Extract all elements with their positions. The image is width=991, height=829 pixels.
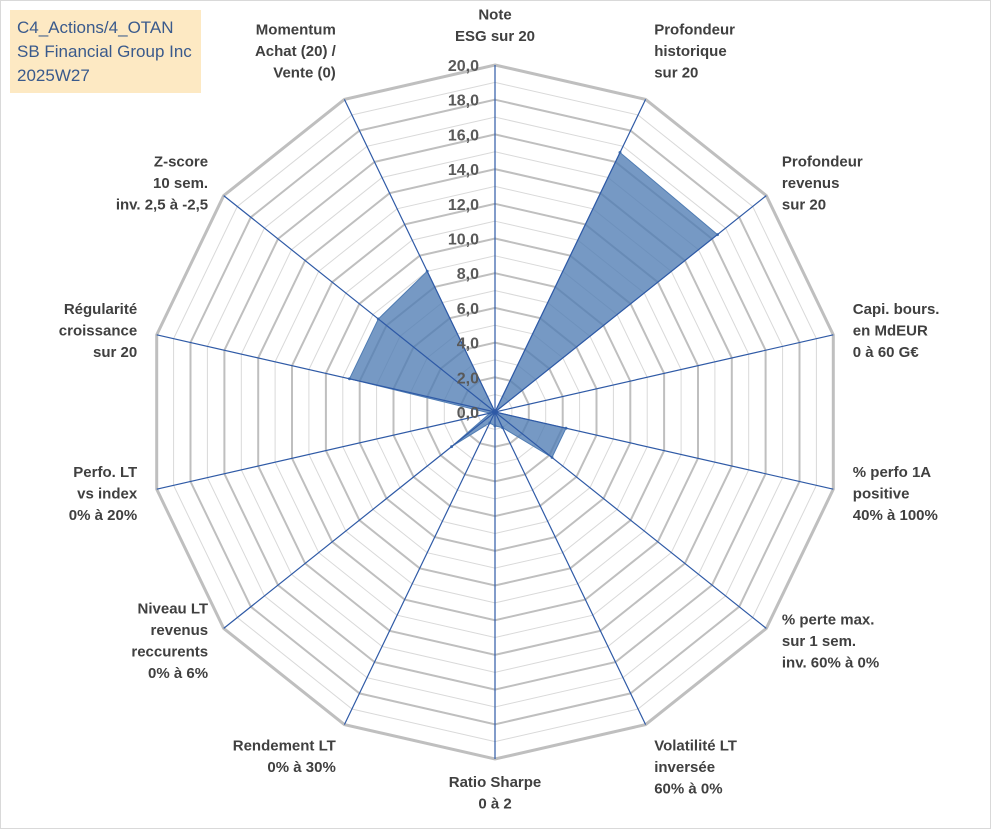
axis-label-line: 0% à 30% [267, 759, 335, 776]
tick-label: 0,0 [457, 405, 479, 422]
axis-label-line: en MdEUR [853, 322, 928, 339]
axis-label-line: Vente (0) [273, 64, 336, 81]
axis-label: Note ESG sur 20 [455, 7, 535, 46]
axis-label-line: Régularité [64, 301, 137, 318]
axis-label: Niveau LT revenus reccurents 0% à 6% [131, 601, 208, 683]
chart-header: C4_Actions/4_OTAN SB Financial Group Inc… [10, 10, 201, 93]
axis-spoke [494, 411, 647, 725]
axis-spoke [494, 334, 834, 413]
axis-label: Profondeur historique sur 20 [654, 21, 735, 81]
axis-label-line: Note [478, 7, 511, 24]
tick-label: 18,0 [448, 93, 479, 110]
axis-label: % perte max. sur 1 sem. inv. 60% à 0% [782, 611, 879, 671]
axis-label-line: Perfo. LT [73, 464, 137, 481]
axis-label-line: sur 20 [782, 197, 826, 214]
tick-label: 10,0 [448, 232, 479, 249]
axis-label-line: Achat (20) / [255, 43, 337, 60]
axis-spoke [494, 99, 647, 413]
series-area [348, 151, 719, 459]
axis-label-line: 60% à 0% [654, 781, 722, 798]
axis-label: Perfo. LT vs index 0% à 20% [69, 464, 138, 524]
axis-label-line: inv. 2,5 à -2,5 [116, 197, 208, 214]
axis-spoke [343, 99, 496, 413]
axis-spoke [223, 195, 496, 413]
axis-label-line: inv. 60% à 0% [782, 654, 879, 671]
axis-spoke [494, 411, 834, 490]
axis-label: % perfo 1A positive 40% à 100% [853, 464, 938, 524]
axis-spoke [223, 411, 496, 629]
axis-label-line: vs index [77, 486, 138, 503]
axis-label-line: ESG sur 20 [455, 28, 535, 45]
axis-label-line: 40% à 100% [853, 507, 938, 524]
tick-label: 4,0 [457, 336, 479, 353]
axis-label-line: sur 1 sem. [782, 633, 856, 650]
axis-label-line: Rendement LT [233, 738, 336, 755]
axis-label-line: sur 20 [93, 344, 137, 361]
axis-label-line: Niveau LT [138, 601, 209, 618]
axis-spoke [343, 411, 496, 725]
axis-label-line: inversée [654, 759, 715, 776]
axis-label: Z-score 10 sem. inv. 2,5 à -2,5 [116, 154, 208, 214]
tick-label: 8,0 [457, 266, 479, 283]
radar-axis-labels: Note ESG sur 20 Profondeur historique sur 20… [59, 7, 940, 813]
axis-label: Volatilité LT inversée 60% à 0% [654, 738, 737, 798]
radar-spokes [156, 65, 834, 759]
tick-label: 12,0 [448, 197, 479, 214]
axis-label-line: % perte max. [782, 611, 875, 628]
axis-label-line: sur 20 [654, 64, 698, 81]
axis-spoke [156, 411, 496, 490]
axis-label-line: % perfo 1A [853, 464, 932, 481]
axis-label-line: Ratio Sharpe [449, 774, 542, 791]
axis-label: Momentum Achat (20) / Vente (0) [255, 21, 337, 81]
axis-label-line: croissance [59, 322, 137, 339]
axis-label-line: 0 à 60 G€ [853, 344, 920, 361]
axis-spoke [494, 195, 767, 413]
header-line-company: SB Financial Group Inc [17, 42, 192, 61]
axis-label: Ratio Sharpe 0 à 2 [449, 774, 542, 813]
axis-label: Profondeur revenus sur 20 [782, 154, 863, 214]
axis-label-line: 0 à 2 [478, 796, 511, 813]
axis-label-line: Profondeur [654, 21, 735, 38]
tick-label: 14,0 [448, 162, 479, 179]
axis-spoke [156, 334, 496, 413]
axis-label-line: positive [853, 486, 910, 503]
axis-label-line: 10 sem. [153, 175, 208, 192]
tick-label: 6,0 [457, 301, 479, 318]
axis-label-line: Volatilité LT [654, 738, 737, 755]
axis-label: Capi. bours. en MdEUR 0 à 60 G€ [853, 301, 940, 361]
radar-tick-labels: 0,0 2,0 4,0 6,0 8,0 10,0 12,0 14,0 16,0 18,0 20,0 [448, 58, 479, 422]
tick-label: 2,0 [457, 370, 479, 387]
axis-label-line: Z-score [154, 154, 208, 171]
axis-label-line: historique [654, 43, 727, 60]
header-line-week: 2025W27 [17, 66, 90, 85]
axis-label-line: Capi. bours. [853, 301, 940, 318]
axis-label: Régularité croissance sur 20 [59, 301, 137, 361]
axis-label-line: 0% à 6% [148, 665, 208, 682]
axis-label-line: revenus [782, 175, 840, 192]
axis-label-line: reccurents [131, 644, 208, 661]
axis-label-line: Momentum [256, 21, 336, 38]
header-line-category: C4_Actions/4_OTAN [17, 18, 174, 37]
tick-label: 20,0 [448, 58, 479, 75]
tick-label: 16,0 [448, 127, 479, 144]
axis-spoke [494, 411, 767, 629]
axis-label-line: Profondeur [782, 154, 863, 171]
axis-label-line: revenus [151, 622, 209, 639]
axis-label: Rendement LT 0% à 30% [233, 738, 336, 777]
axis-label-line: 0% à 20% [69, 507, 137, 524]
